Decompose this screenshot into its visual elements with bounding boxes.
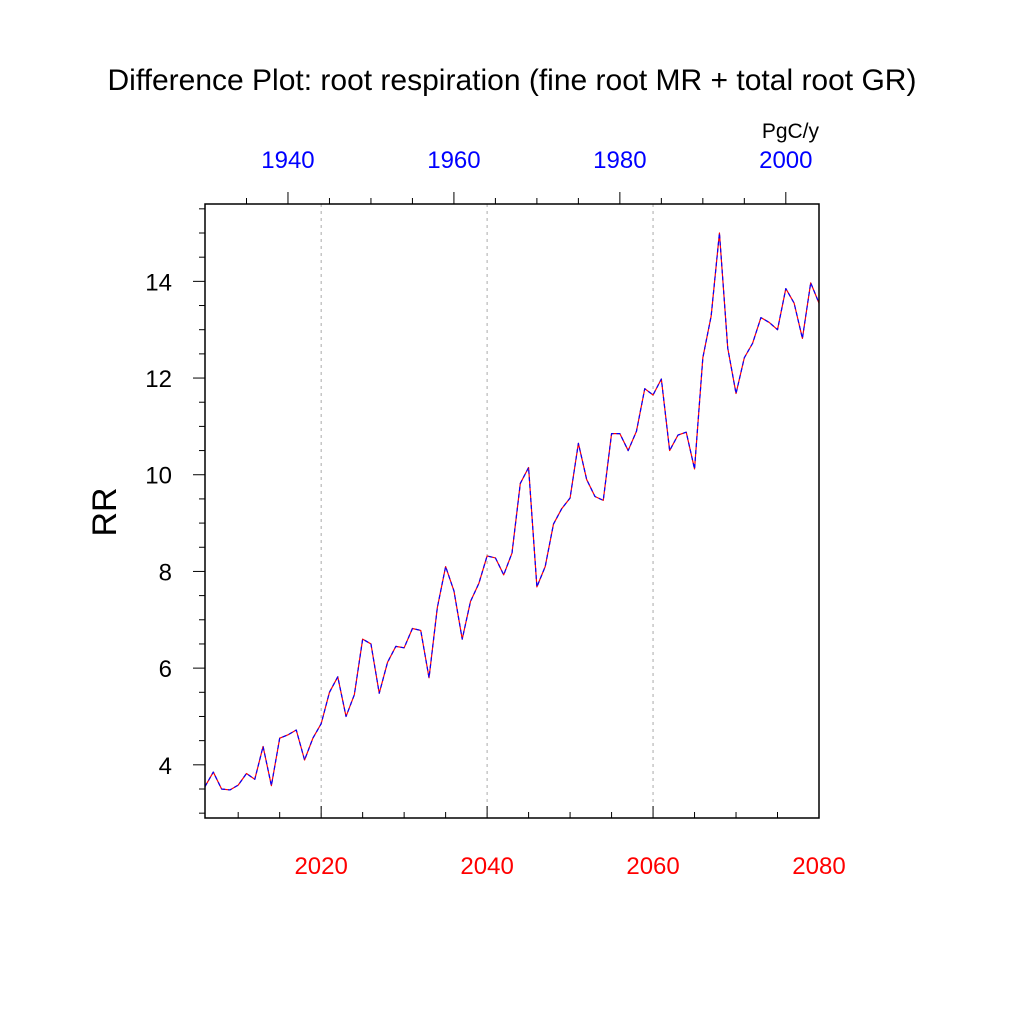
plot-frame — [204, 203, 820, 819]
tick-labels: 2020 2040 2060 2080 1940 1960 1980 2000 4 6 8 10 12 1… — [145, 147, 845, 880]
chart-title: Difference Plot: root respiration (fine … — [108, 64, 917, 97]
x-top-tick-label: 2000 — [759, 147, 812, 174]
units-label: PgC/y — [762, 120, 820, 143]
y-tick-label: 12 — [145, 366, 172, 393]
axis-ticks — [193, 192, 820, 818]
series-line-1 — [204, 232, 820, 791]
x-top-tick-label: 1940 — [261, 147, 314, 174]
x-bottom-tick-label: 2080 — [792, 853, 845, 880]
series-lines — [204, 232, 820, 791]
y-tick-label: 14 — [145, 269, 172, 296]
series-line-2 — [204, 232, 820, 791]
x-bottom-tick-label: 2060 — [626, 853, 679, 880]
x-top-tick-label: 1980 — [593, 147, 646, 174]
y-tick-label: 6 — [159, 656, 172, 683]
y-tick-label: 4 — [159, 753, 172, 780]
y-axis-label: RR — [86, 487, 124, 536]
grid-lines — [320, 204, 654, 818]
y-tick-label: 10 — [145, 463, 172, 490]
y-tick-label: 8 — [159, 559, 172, 586]
x-bottom-tick-label: 2040 — [460, 853, 513, 880]
x-top-tick-label: 1960 — [427, 147, 480, 174]
x-bottom-tick-label: 2020 — [294, 853, 347, 880]
